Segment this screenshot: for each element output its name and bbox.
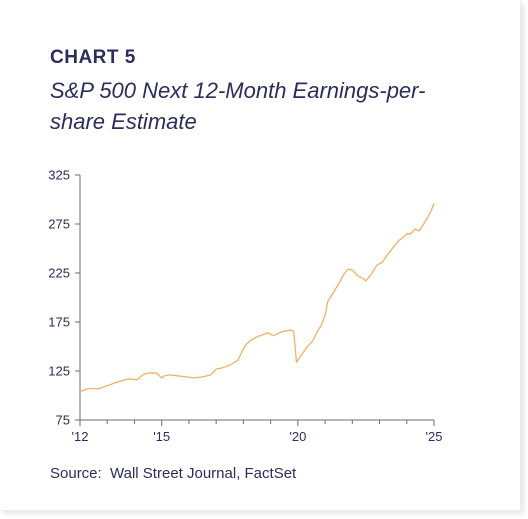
eps-estimate-line xyxy=(79,203,435,393)
x-tick-label: '15 xyxy=(153,429,170,444)
chart-title: S&P 500 Next 12-Month Earnings-per-share… xyxy=(50,78,426,134)
chart-plot: 75 125 175 225 275 325 '12 '15 '20 '25 xyxy=(48,168,443,445)
y-tick-label: 325 xyxy=(48,168,70,183)
x-tick-label: '12 xyxy=(72,429,89,444)
chart-card: CHART 5 S&P 500 Next 12-Month Earnings-p… xyxy=(0,0,521,511)
x-axis-ticks: '12 '15 '20 '25 xyxy=(72,420,443,444)
y-tick-label: 175 xyxy=(48,315,70,330)
y-tick-label: 125 xyxy=(48,364,70,379)
y-axis-ticks: 75 125 175 225 275 325 xyxy=(48,168,80,428)
x-tick-label: '25 xyxy=(426,429,443,444)
y-tick-label: 75 xyxy=(56,413,70,428)
source-note: Source: Wall Street Journal, FactSet xyxy=(50,465,297,482)
y-tick-label: 275 xyxy=(48,217,70,232)
x-tick-label: '20 xyxy=(289,429,306,444)
chart-number-label: CHART 5 xyxy=(50,47,136,68)
y-tick-label: 225 xyxy=(48,266,70,281)
